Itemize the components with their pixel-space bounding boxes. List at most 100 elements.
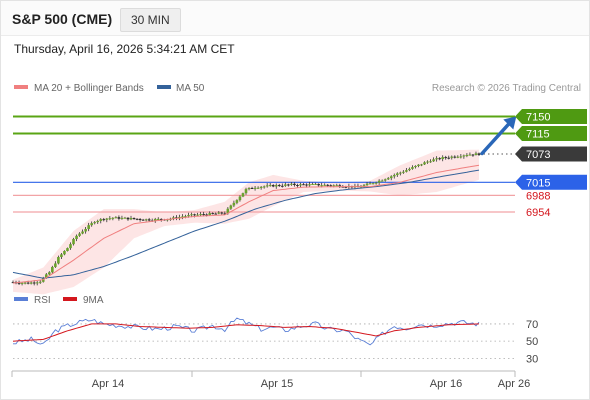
candle-body	[51, 266, 54, 273]
level-label-6988: 6988	[526, 190, 550, 202]
candle-body	[217, 212, 221, 214]
candle-body	[184, 216, 187, 218]
price-legend: MA 20 + Bollinger Bands MA 50 Research ©…	[14, 83, 581, 94]
candle-body	[423, 162, 426, 165]
candle-body	[253, 187, 257, 189]
rsi-legend: RSI 9MA	[14, 295, 104, 306]
candle-body	[395, 173, 399, 176]
candle-body	[265, 185, 269, 187]
candle-body	[311, 183, 314, 185]
candle-body	[20, 282, 24, 284]
candle-body	[235, 200, 239, 203]
candle-body	[232, 202, 236, 206]
projection-arrow-head	[503, 116, 517, 130]
candle-body	[102, 219, 106, 221]
candle-body	[84, 228, 87, 232]
candle-body	[293, 183, 296, 186]
candle-body	[181, 216, 184, 218]
candle-body	[432, 159, 435, 162]
candle-body	[368, 183, 372, 185]
candle-body	[147, 219, 151, 221]
candle-body	[438, 158, 441, 160]
candle-body	[380, 180, 384, 182]
candle-body	[159, 218, 163, 220]
candle-body	[314, 183, 317, 185]
candle-body	[329, 185, 333, 187]
candle-body	[399, 172, 402, 174]
candle-body	[277, 185, 281, 187]
candle-body	[78, 233, 81, 236]
x-axis: Apr 14 Apr 15 Apr 16 Apr 26	[11, 370, 530, 390]
candle-body	[271, 185, 275, 187]
candle-body	[26, 282, 30, 284]
candle-body	[435, 158, 438, 160]
candle-body	[341, 186, 345, 188]
candle-body	[23, 282, 27, 284]
level-label-7115: 7115	[526, 129, 550, 141]
rsi-ma-legend-swatch	[63, 297, 77, 301]
candle-body	[117, 217, 121, 219]
price-panel	[11, 115, 517, 295]
candle-body	[323, 184, 326, 186]
candle-body	[444, 157, 448, 159]
level-label-7015: 7015	[526, 177, 550, 189]
candle-body	[223, 213, 227, 215]
candle-body	[132, 218, 136, 220]
ma50-legend-swatch	[157, 85, 171, 89]
candle-body	[371, 183, 375, 185]
symbol-title: S&P 500 (CME)	[12, 11, 113, 27]
candle-body	[326, 184, 330, 186]
candle-body	[405, 170, 408, 172]
candle-body	[241, 193, 245, 197]
candle-body	[365, 183, 369, 186]
candle-body	[126, 217, 130, 220]
candle-body	[250, 187, 254, 189]
candle-body	[60, 254, 63, 258]
candle-body	[229, 205, 233, 209]
candle-body	[38, 281, 42, 283]
candle-body	[72, 239, 75, 245]
candle-body	[290, 183, 293, 185]
candle-body	[317, 183, 320, 186]
rsi-line	[13, 317, 480, 346]
candle-body	[474, 153, 478, 155]
candle-body	[456, 156, 460, 158]
candle-body	[214, 213, 218, 215]
level-label-7150: 7150	[526, 111, 550, 123]
candle-body	[383, 179, 387, 181]
candle-body	[81, 231, 84, 234]
candle-body	[262, 186, 266, 188]
candle-body	[281, 185, 284, 187]
candle-body	[411, 167, 414, 169]
rsi-tick-70: 70	[526, 319, 538, 331]
projection-arrow-shaft	[480, 122, 511, 156]
candle-body	[244, 189, 248, 194]
rsi-tick-30: 30	[526, 353, 538, 365]
candle-body	[220, 212, 224, 214]
candle-body	[175, 217, 178, 219]
candle-body	[268, 185, 272, 187]
candle-body	[75, 235, 78, 240]
x-tick-label: Apr 15	[261, 378, 293, 390]
candle-body	[320, 185, 323, 187]
header-bar: S&P 500 (CME) 30 MIN	[1, 1, 589, 36]
candle-body	[123, 217, 127, 219]
candle-body	[69, 244, 72, 249]
candle-body	[32, 282, 36, 284]
rsi-tick-50: 50	[526, 336, 538, 348]
timeframe-button[interactable]: 30 MIN	[120, 8, 181, 32]
candle-body	[284, 184, 287, 186]
candle-body	[450, 156, 454, 158]
candle-body	[359, 186, 363, 188]
candle-body	[274, 185, 278, 187]
candle-body	[90, 223, 93, 226]
candle-body	[211, 213, 215, 215]
candle-body	[172, 217, 175, 219]
candle-body	[462, 155, 466, 157]
candle-body	[299, 184, 302, 186]
candle-body	[199, 214, 202, 216]
candle-body	[414, 165, 417, 168]
credit-text: Research © 2026 Trading Central	[432, 83, 581, 94]
